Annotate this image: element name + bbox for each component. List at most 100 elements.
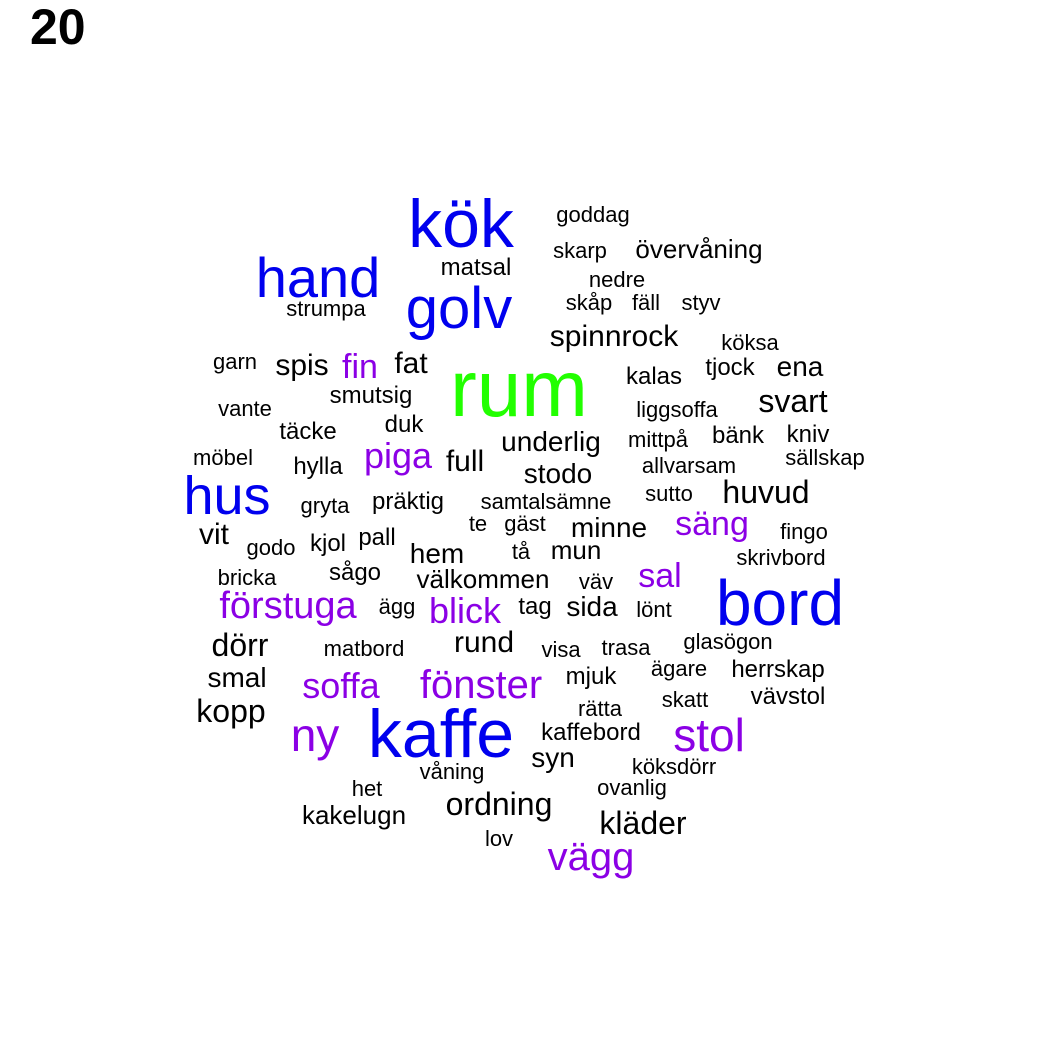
word-herrskap: herrskap bbox=[731, 656, 825, 683]
word-goddag: goddag bbox=[556, 202, 630, 227]
word-mjuk: mjuk bbox=[565, 663, 617, 690]
word-vante: vante bbox=[218, 396, 272, 421]
word-rum: rum bbox=[450, 344, 588, 433]
word-bänk: bänk bbox=[711, 422, 765, 449]
word-skåp: skåp bbox=[565, 290, 613, 315]
word-ägare: ägare bbox=[650, 656, 708, 681]
word-dörr: dörr bbox=[211, 627, 269, 663]
word-spinnrock: spinnrock bbox=[549, 320, 679, 353]
word-stodo: stodo bbox=[523, 458, 593, 489]
word-matbord: matbord bbox=[323, 636, 405, 661]
word-fin: fin bbox=[342, 348, 378, 386]
word-mun: mun bbox=[550, 535, 602, 565]
word-rund: rund bbox=[453, 626, 515, 659]
word-svart: svart bbox=[758, 383, 828, 419]
word-ny: ny bbox=[290, 709, 340, 761]
word-bricka: bricka bbox=[217, 565, 277, 590]
word-tag: tag bbox=[518, 593, 552, 620]
word-kaffe: kaffe bbox=[367, 696, 515, 772]
word-pall: pall bbox=[358, 524, 396, 551]
word-matsal: matsal bbox=[440, 254, 512, 281]
word-väv: väv bbox=[578, 569, 614, 594]
word-blick: blick bbox=[428, 590, 502, 631]
word-förstuga: förstuga bbox=[219, 585, 357, 627]
word-trasa: trasa bbox=[601, 635, 651, 660]
word-vit: vit bbox=[199, 518, 229, 551]
word-hylla: hylla bbox=[293, 453, 343, 480]
word-gryta: gryta bbox=[300, 493, 350, 518]
word-täcke: täcke bbox=[279, 418, 337, 445]
word-hem: hem bbox=[409, 538, 465, 569]
word-garn: garn bbox=[212, 349, 258, 374]
word-soffa: soffa bbox=[302, 665, 380, 706]
word-hand: hand bbox=[255, 246, 381, 309]
word-vävstol: vävstol bbox=[750, 683, 826, 710]
word-fat: fat bbox=[394, 347, 428, 380]
word-fönster: fönster bbox=[419, 663, 543, 707]
word-styv: styv bbox=[681, 290, 721, 315]
word-kläder: kläder bbox=[599, 805, 687, 841]
word-strumpa: strumpa bbox=[286, 296, 366, 321]
word-vägg: vägg bbox=[547, 835, 635, 879]
word-lov: lov bbox=[484, 826, 514, 851]
word-full: full bbox=[445, 445, 485, 478]
word-sida: sida bbox=[566, 591, 618, 622]
word-rätta: rätta bbox=[577, 696, 623, 721]
word-övervåning: övervåning bbox=[635, 234, 763, 264]
word-hus: hus bbox=[183, 466, 271, 526]
word-kopp: kopp bbox=[196, 693, 266, 729]
word-kjol: kjol bbox=[309, 530, 347, 557]
word-ena: ena bbox=[776, 351, 824, 382]
word-kök: kök bbox=[408, 186, 514, 262]
word-ordning: ordning bbox=[445, 786, 553, 822]
word-smal: smal bbox=[207, 662, 267, 693]
word-skrivbord: skrivbord bbox=[736, 545, 826, 570]
word-stol: stol bbox=[673, 709, 745, 761]
word-kaffebord: kaffebord bbox=[541, 719, 641, 746]
word-het: het bbox=[351, 776, 383, 801]
word-syn: syn bbox=[531, 742, 575, 773]
word-gäst: gäst bbox=[504, 511, 546, 536]
word-nedre: nedre bbox=[588, 267, 646, 292]
word-smutsig: smutsig bbox=[329, 382, 413, 409]
word-tjock: tjock bbox=[705, 354, 755, 381]
word-kalas: kalas bbox=[625, 363, 683, 390]
word-präktig: präktig bbox=[371, 488, 445, 515]
word-samtalsämne: samtalsämne bbox=[480, 489, 612, 514]
word-bord: bord bbox=[715, 567, 845, 639]
page-title: 20 bbox=[30, 0, 86, 55]
word-våning: våning bbox=[419, 759, 485, 784]
word-köksdörr: köksdörr bbox=[631, 754, 717, 779]
word-spis: spis bbox=[275, 349, 329, 382]
word-mittpå: mittpå bbox=[628, 427, 688, 452]
word-fingo: fingo bbox=[780, 519, 828, 544]
word-kakelugn: kakelugn bbox=[301, 800, 407, 830]
word-skatt: skatt bbox=[661, 687, 709, 712]
word-sutto: sutto bbox=[645, 481, 693, 506]
word-duk: duk bbox=[384, 411, 424, 438]
word-lönt: lönt bbox=[636, 597, 672, 622]
word-sågo: sågo bbox=[328, 559, 382, 586]
word-glasögon: glasögon bbox=[683, 629, 773, 654]
word-tå: tå bbox=[511, 539, 531, 564]
word-godo: godo bbox=[246, 535, 296, 560]
word-ovanlig: ovanlig bbox=[597, 775, 667, 800]
word-skarp: skarp bbox=[553, 238, 607, 263]
word-minne: minne bbox=[570, 512, 648, 543]
word-ägg: ägg bbox=[378, 594, 416, 619]
word-sällskap: sällskap bbox=[785, 445, 865, 470]
word-liggsoffa: liggsoffa bbox=[636, 397, 718, 422]
word-sal: sal bbox=[638, 557, 682, 595]
word-huvud: huvud bbox=[722, 474, 810, 510]
word-visa: visa bbox=[541, 637, 581, 662]
word-golv: golv bbox=[405, 276, 513, 341]
word-säng: säng bbox=[675, 505, 749, 543]
word-allvarsam: allvarsam bbox=[641, 453, 737, 478]
word-välkommen: välkommen bbox=[416, 564, 550, 594]
word-fäll: fäll bbox=[631, 290, 661, 315]
word-köksa: köksa bbox=[721, 330, 779, 355]
word-piga: piga bbox=[363, 435, 433, 476]
word-möbel: möbel bbox=[193, 445, 253, 470]
word-kniv: kniv bbox=[786, 421, 830, 448]
